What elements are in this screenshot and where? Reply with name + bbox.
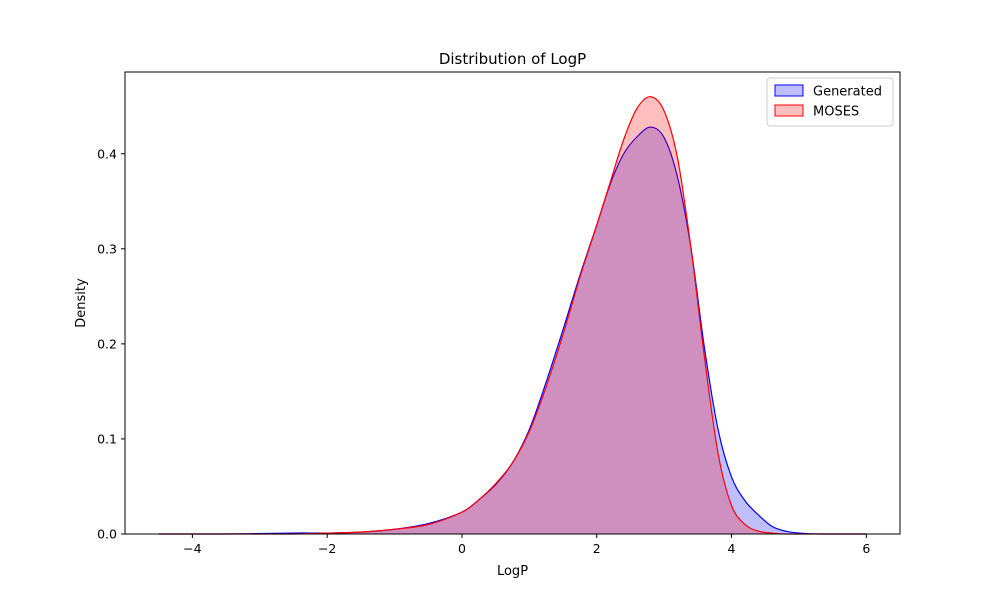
y-tick-label: 0.1 (97, 431, 117, 446)
x-tick-label: 6 (862, 541, 870, 556)
legend-box (766, 77, 894, 127)
density-line-moses (158, 96, 867, 535)
y-tick-label: 0.2 (97, 336, 117, 351)
density-area-generated (158, 127, 867, 534)
x-tick-label: 4 (728, 541, 736, 556)
series-layer (158, 96, 867, 535)
x-axis-ticks: −4 −2 0 2 4 6 (183, 534, 870, 556)
x-tick-label: −4 (183, 541, 201, 556)
legend-label-generated: Generated (813, 85, 882, 100)
chart-title: Distribution of LogP (439, 50, 586, 68)
legend-swatch-generated (774, 84, 804, 97)
x-tick-label: 0 (458, 541, 466, 556)
plot-frame (124, 71, 901, 535)
y-tick-label: 0.4 (97, 146, 117, 161)
legend-swatch-moses (774, 104, 804, 117)
y-axis-ticks: 0.0 0.1 0.2 0.3 0.4 (97, 146, 125, 542)
legend: Generated MOSES (766, 77, 894, 127)
x-axis-label: LogP (497, 564, 528, 579)
density-area-moses (158, 96, 867, 534)
x-tick-label: −2 (318, 541, 336, 556)
y-tick-label: 0.0 (97, 527, 117, 542)
y-tick-label: 0.3 (97, 241, 117, 256)
legend-label-moses: MOSES (813, 105, 859, 120)
y-axis-label: Density (74, 278, 89, 328)
x-tick-label: 2 (593, 541, 601, 556)
